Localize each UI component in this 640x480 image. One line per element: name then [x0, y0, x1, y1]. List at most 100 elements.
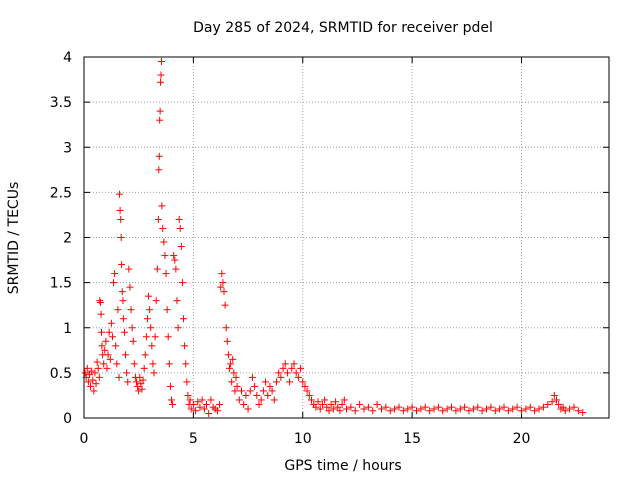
data-point	[135, 387, 143, 395]
data-point	[240, 400, 248, 408]
data-point	[275, 369, 283, 377]
data-point	[165, 360, 173, 368]
data-point	[292, 369, 300, 377]
data-point	[469, 405, 477, 413]
data-point	[143, 315, 151, 323]
data-point	[96, 298, 104, 306]
data-point	[483, 405, 490, 413]
data-point	[187, 405, 195, 413]
data-point	[101, 346, 109, 354]
data-point	[146, 306, 154, 314]
data-point	[391, 405, 399, 413]
data-point	[171, 256, 179, 264]
data-point	[286, 378, 294, 386]
data-point	[158, 202, 166, 210]
data-point	[369, 407, 377, 415]
x-axis-label: GPS time / hours	[284, 458, 401, 474]
data-point	[273, 378, 280, 386]
data-point	[430, 405, 438, 413]
y-tick-label: 0	[63, 411, 72, 427]
data-point	[456, 405, 464, 413]
data-point	[149, 360, 157, 368]
data-point	[87, 382, 95, 390]
data-point	[94, 364, 102, 372]
data-point	[268, 387, 276, 395]
data-point	[561, 407, 569, 415]
data-point	[303, 387, 311, 395]
data-point	[555, 400, 563, 408]
data-point	[461, 403, 469, 411]
data-point	[559, 403, 567, 411]
data-point	[152, 297, 160, 305]
data-point	[124, 378, 132, 386]
data-point	[421, 403, 429, 411]
data-point	[299, 378, 307, 386]
data-point	[150, 369, 158, 377]
data-point	[119, 315, 127, 323]
data-point	[229, 355, 237, 363]
data-point	[323, 403, 331, 411]
data-point	[290, 360, 298, 368]
y-tick-label: 2.5	[50, 185, 72, 201]
data-point	[518, 407, 525, 415]
data-point	[157, 78, 165, 86]
data-point	[262, 378, 270, 386]
y-tick-label: 2	[63, 231, 72, 247]
data-point	[227, 360, 235, 368]
data-point	[127, 306, 135, 314]
data-point	[157, 58, 165, 66]
data-point	[186, 396, 194, 404]
data-point	[170, 252, 178, 260]
data-point	[283, 369, 291, 377]
data-point	[141, 351, 149, 359]
data-point	[373, 400, 381, 408]
data-point	[137, 380, 145, 388]
data-point	[142, 333, 150, 341]
data-point	[270, 396, 278, 404]
data-point	[173, 297, 181, 305]
data-point	[220, 288, 228, 296]
data-point	[248, 373, 256, 381]
data-point	[233, 382, 241, 390]
data-point	[118, 261, 126, 269]
data-point	[84, 378, 92, 386]
data-point	[216, 400, 224, 408]
data-point	[107, 319, 115, 327]
data-point	[224, 351, 232, 359]
data-point	[145, 292, 153, 300]
data-point	[175, 215, 183, 223]
data-point	[123, 369, 131, 377]
data-point	[161, 252, 169, 260]
data-point	[176, 224, 184, 232]
data-point	[103, 364, 111, 372]
data-point	[548, 398, 556, 406]
data-point	[360, 405, 368, 413]
data-point	[535, 405, 543, 413]
data-point	[95, 373, 103, 381]
data-point	[112, 342, 120, 350]
data-point	[128, 324, 136, 332]
data-point	[478, 407, 486, 415]
data-point	[351, 407, 359, 415]
data-point	[184, 391, 192, 399]
data-point	[340, 396, 348, 404]
y-tick-label: 3	[63, 140, 72, 156]
data-point	[334, 403, 342, 411]
data-point	[105, 328, 113, 336]
data-point	[531, 407, 539, 415]
data-point	[160, 238, 168, 246]
data-point	[177, 243, 185, 251]
data-point	[119, 297, 127, 305]
data-point	[104, 351, 112, 359]
data-point	[113, 360, 121, 368]
data-point	[156, 107, 164, 115]
data-points-layer	[81, 58, 587, 417]
x-tick-label: 5	[189, 431, 198, 447]
y-tick-label: 1.5	[50, 276, 72, 292]
data-point	[207, 396, 215, 404]
data-point	[504, 407, 512, 415]
data-point	[434, 403, 442, 411]
data-point	[96, 297, 104, 305]
data-point	[238, 387, 245, 395]
data-point	[92, 380, 100, 388]
